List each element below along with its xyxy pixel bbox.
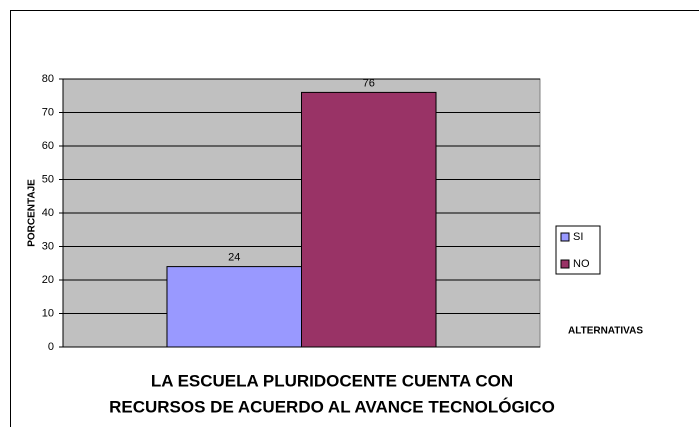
legend-label: SI bbox=[573, 231, 583, 243]
data-label: 76 bbox=[363, 77, 375, 89]
chart-title: LA ESCUELA PLURIDOCENTE CUENTA CON bbox=[151, 371, 513, 390]
y-tick-label: 40 bbox=[42, 207, 54, 219]
y-tick-label: 20 bbox=[42, 274, 54, 286]
y-tick-label: 70 bbox=[42, 106, 54, 118]
y-tick-label: 0 bbox=[48, 341, 54, 353]
chart-title: RECURSOS DE ACUERDO AL AVANCE TECNOLÓGIC… bbox=[109, 397, 555, 416]
legend-swatch bbox=[560, 232, 570, 242]
y-tick-label: 80 bbox=[42, 73, 54, 85]
x-axis-label: ALTERNATIVAS bbox=[568, 326, 643, 337]
y-tick-label: 30 bbox=[42, 240, 54, 252]
bar bbox=[166, 266, 302, 348]
legend-swatch bbox=[560, 259, 570, 269]
bar bbox=[301, 91, 437, 348]
y-tick-label: 10 bbox=[42, 307, 54, 319]
data-label: 24 bbox=[228, 252, 240, 264]
y-tick-label: 50 bbox=[42, 173, 54, 185]
y-axis-label: PORCENTAJE bbox=[27, 179, 38, 247]
legend-label: NO bbox=[573, 258, 590, 270]
y-tick-label: 60 bbox=[42, 140, 54, 152]
